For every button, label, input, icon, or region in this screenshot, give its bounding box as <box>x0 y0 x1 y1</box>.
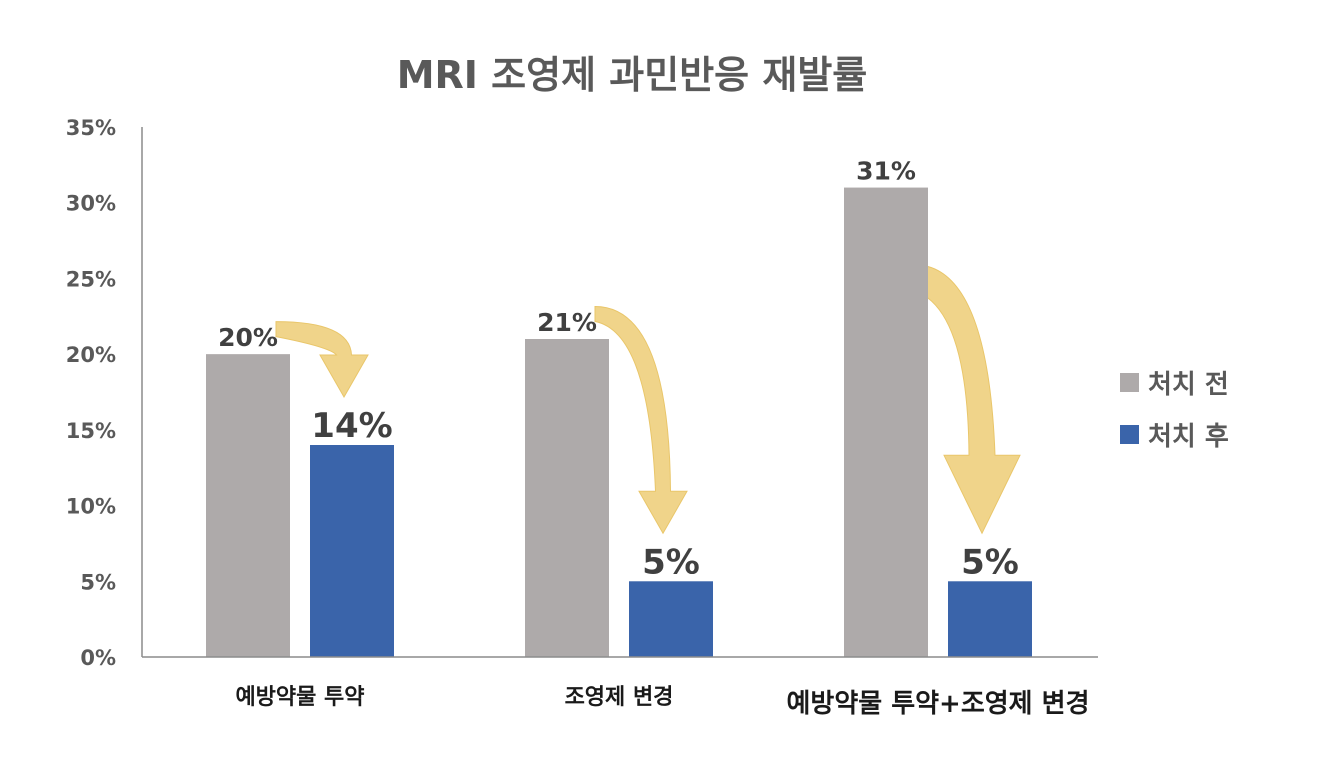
trend-arrow <box>275 321 369 399</box>
y-tick-label: 0% <box>80 646 116 670</box>
y-tick-label: 35% <box>66 116 116 140</box>
legend-swatch <box>1120 425 1139 444</box>
bar-after <box>948 581 1032 657</box>
bar-before <box>206 354 290 657</box>
trend-arrow <box>594 305 688 535</box>
x-category-label: 조영제 변경 <box>565 685 674 710</box>
legend: 처치 전처치 후 <box>1120 370 1229 452</box>
chart-title: MRI 조영제 과민반응 재발률 <box>397 53 868 97</box>
bar-before <box>844 187 928 658</box>
arrow-group <box>275 264 1021 535</box>
data-label-before: 21% <box>537 308 597 337</box>
bar-after <box>310 445 394 657</box>
y-tick-label: 30% <box>66 192 116 216</box>
bars-group <box>206 187 1032 658</box>
y-tick-labels: 0% 5% 10% 15% 20% 25% 30% 35% <box>66 116 116 670</box>
data-label-after: 5% <box>961 542 1019 582</box>
x-category-labels: 예방약물 투약 조영제 변경 예방약물 투약+조영제 변경 <box>235 685 1089 719</box>
y-tick-label: 15% <box>66 419 116 443</box>
y-tick-label: 25% <box>66 267 116 291</box>
bar-before <box>525 339 609 657</box>
data-label-after: 14% <box>311 406 392 446</box>
x-category-label: 예방약물 투약 <box>235 685 364 710</box>
legend-label: 처치 후 <box>1148 422 1229 452</box>
legend-swatch <box>1120 373 1139 392</box>
bar-after <box>629 581 713 657</box>
data-labels-group: 20% 14% 21% 5% 31% 5% <box>218 157 1019 583</box>
y-tick-label: 20% <box>66 343 116 367</box>
data-label-after: 5% <box>642 542 700 582</box>
legend-label: 처치 전 <box>1148 370 1229 400</box>
y-tick-label: 5% <box>80 570 116 594</box>
data-label-before: 20% <box>218 323 278 352</box>
x-category-label: 예방약물 투약+조영제 변경 <box>786 689 1089 719</box>
data-label-before: 31% <box>856 157 916 186</box>
trend-arrow <box>913 264 1021 535</box>
y-tick-label: 10% <box>66 495 116 519</box>
